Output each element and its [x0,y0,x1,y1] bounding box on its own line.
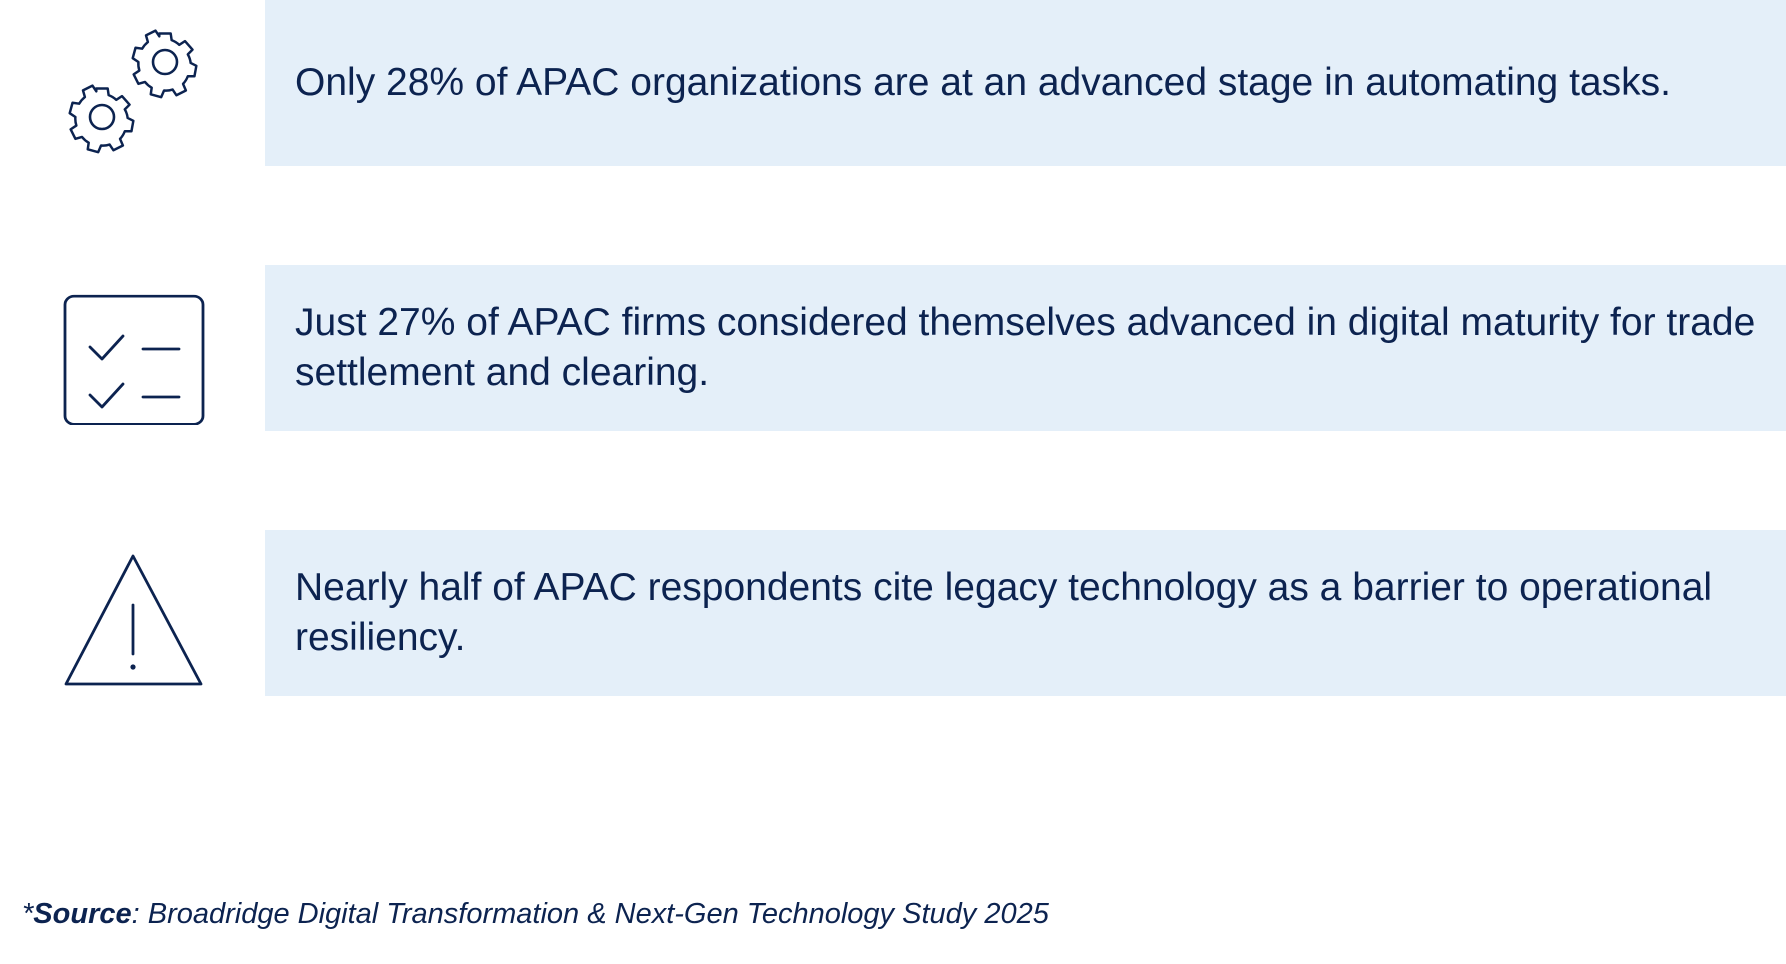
stat-panel: Nearly half of APAC respondents cite leg… [265,530,1786,696]
warning-icon [55,550,205,690]
stat-text: Just 27% of APAC firms considered themse… [295,301,1756,394]
source-text: : Broadridge Digital Transformation & Ne… [131,898,1049,930]
stat-row-legacy-technology: Nearly half of APAC respondents cite leg… [0,530,1786,696]
gears-icon [55,20,205,160]
stat-row-automation: Only 28% of APAC organizations are at an… [0,0,1786,166]
source-label: Source [33,898,132,930]
stat-row-digital-maturity: Just 27% of APAC firms considered themse… [0,265,1786,431]
stat-panel: Just 27% of APAC firms considered themse… [265,265,1786,431]
checklist-icon [55,285,205,425]
stat-text: Only 28% of APAC organizations are at an… [295,61,1671,104]
source-prefix: * [22,898,34,930]
source-note: *Source: Broadridge Digital Transformati… [22,898,1049,931]
stat-text: Nearly half of APAC respondents cite leg… [295,566,1713,659]
stat-panel: Only 28% of APAC organizations are at an… [265,0,1786,166]
